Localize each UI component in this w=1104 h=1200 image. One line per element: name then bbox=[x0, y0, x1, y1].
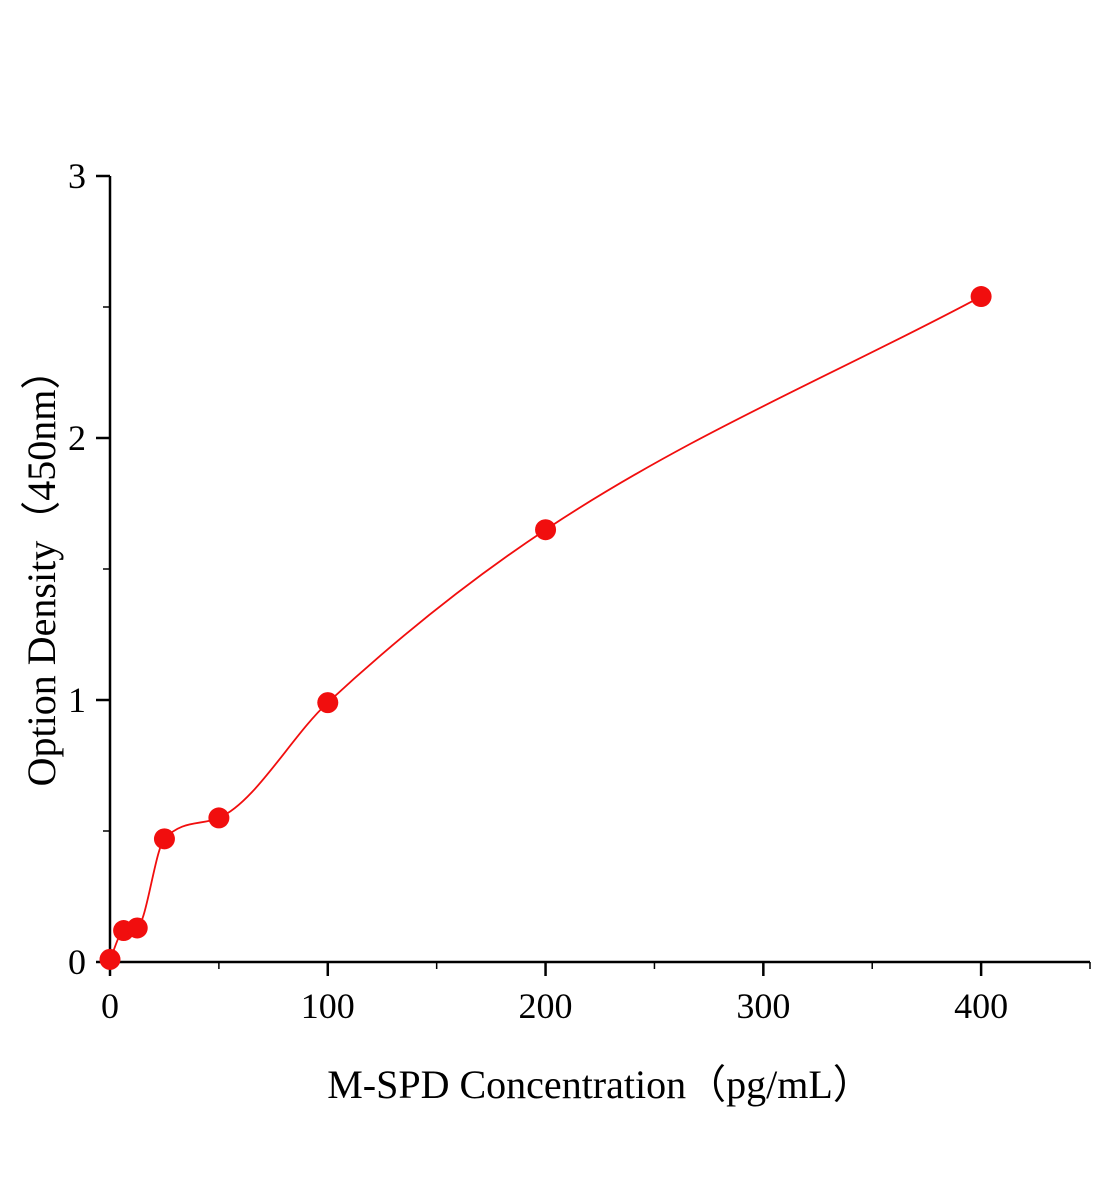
y-tick-label: 3 bbox=[68, 156, 86, 196]
x-tick-label: 0 bbox=[101, 986, 119, 1026]
data-point bbox=[126, 917, 148, 939]
y-tick-label: 1 bbox=[68, 680, 86, 720]
y-tick-label: 2 bbox=[68, 418, 86, 458]
x-axis-title: M-SPD Concentration（pg/mL） bbox=[327, 1062, 873, 1107]
fit-curve bbox=[109, 295, 982, 960]
x-tick-label: 300 bbox=[736, 986, 790, 1026]
y-axis-title: Option Density（450nm） bbox=[19, 349, 64, 787]
data-point bbox=[970, 286, 992, 308]
data-point bbox=[317, 692, 339, 714]
x-tick-label: 100 bbox=[301, 986, 355, 1026]
x-tick-label: 400 bbox=[954, 986, 1008, 1026]
data-point bbox=[208, 807, 230, 829]
data-point bbox=[153, 828, 175, 850]
data-point bbox=[535, 519, 557, 541]
data-point bbox=[99, 948, 121, 970]
x-tick-label: 200 bbox=[519, 986, 573, 1026]
y-tick-label: 0 bbox=[68, 942, 86, 982]
